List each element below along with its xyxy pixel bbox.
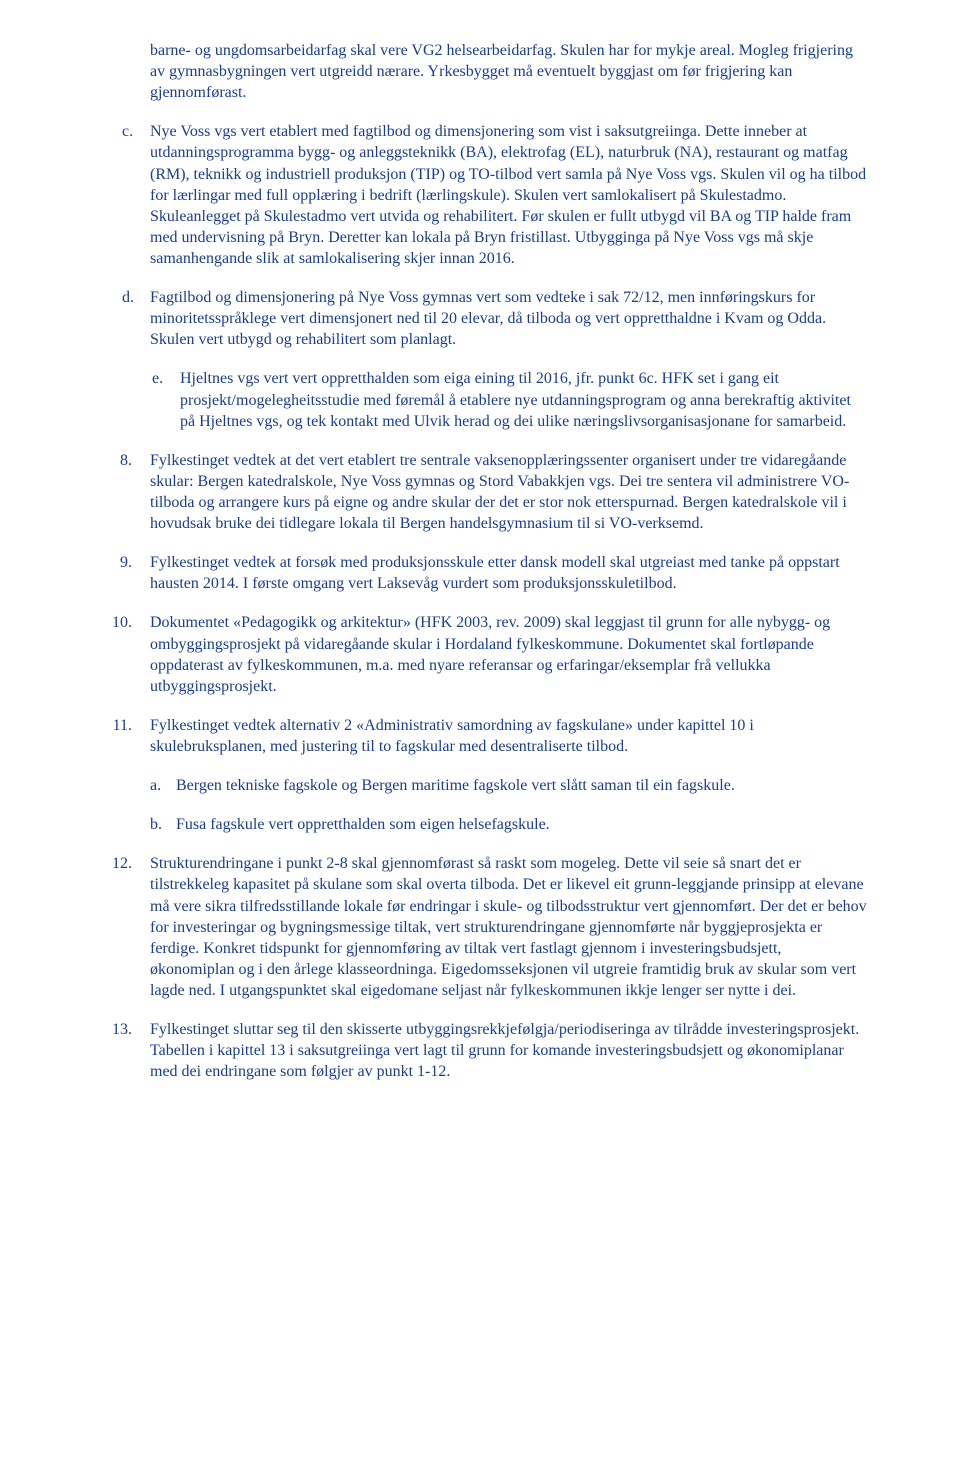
list-number: 13. — [92, 1019, 132, 1040]
list-item-10: 10. Dokumentet «Pedagogikk og arkitektur… — [150, 612, 868, 696]
list-item-11: 11. Fylkestinget vedtek alternativ 2 «Ad… — [150, 715, 868, 757]
paragraph-text: Nye Voss vgs vert etablert med fagtilbod… — [150, 123, 866, 267]
list-item-11b: b. Fusa fagskule vert oppretthalden som … — [176, 814, 868, 835]
paragraph-text: Strukturendringane i punkt 2-8 skal gjen… — [150, 855, 867, 999]
list-marker: e. — [152, 368, 163, 389]
paragraph-7-intro: barne- og ungdomsarbeidarfag skal vere V… — [150, 40, 868, 103]
list-item-12: 12. Strukturendringane i punkt 2-8 skal … — [150, 853, 868, 1001]
document-page: barne- og ungdomsarbeidarfag skal vere V… — [0, 0, 960, 1140]
list-number: 9. — [92, 552, 132, 573]
list-marker: d. — [122, 287, 134, 308]
paragraph-text: Fylkestinget vedtek alternativ 2 «Admini… — [150, 717, 754, 755]
list-number: 12. — [92, 853, 132, 874]
list-item-11a: a. Bergen tekniske fagskole og Bergen ma… — [176, 775, 868, 796]
paragraph-text: Fusa fagskule vert oppretthalden som eig… — [176, 816, 550, 833]
paragraph-text: Dokumentet «Pedagogikk og arkitektur» (H… — [150, 614, 830, 694]
paragraph-text: Fylkestinget vedtek at det vert etablert… — [150, 452, 849, 532]
list-number: 11. — [92, 715, 132, 736]
list-item-8: 8. Fylkestinget vedtek at det vert etabl… — [150, 450, 868, 534]
list-marker: a. — [150, 775, 161, 796]
list-number: 10. — [92, 612, 132, 633]
list-marker: b. — [150, 814, 162, 835]
list-number: 8. — [92, 450, 132, 471]
paragraph-text: Hjeltnes vgs vert vert oppretthalden som… — [180, 370, 851, 429]
paragraph-text: Fylkestinget vedtek at forsøk med produk… — [150, 554, 840, 592]
list-marker: c. — [122, 121, 133, 142]
list-item-7c: c. Nye Voss vgs vert etablert med fagtil… — [150, 121, 868, 269]
paragraph-text: Bergen tekniske fagskole og Bergen marit… — [176, 777, 735, 794]
paragraph-text: Fagtilbod og dimensjonering på Nye Voss … — [150, 289, 826, 348]
list-item-13: 13. Fylkestinget sluttar seg til den ski… — [150, 1019, 868, 1082]
list-item-7d: d. Fagtilbod og dimensjonering på Nye Vo… — [150, 287, 868, 350]
list-item-7e: e. Hjeltnes vgs vert vert oppretthalden … — [180, 368, 868, 431]
list-item-9: 9. Fylkestinget vedtek at forsøk med pro… — [150, 552, 868, 594]
paragraph-text: barne- og ungdomsarbeidarfag skal vere V… — [150, 42, 853, 101]
paragraph-text: Fylkestinget sluttar seg til den skisser… — [150, 1021, 859, 1080]
